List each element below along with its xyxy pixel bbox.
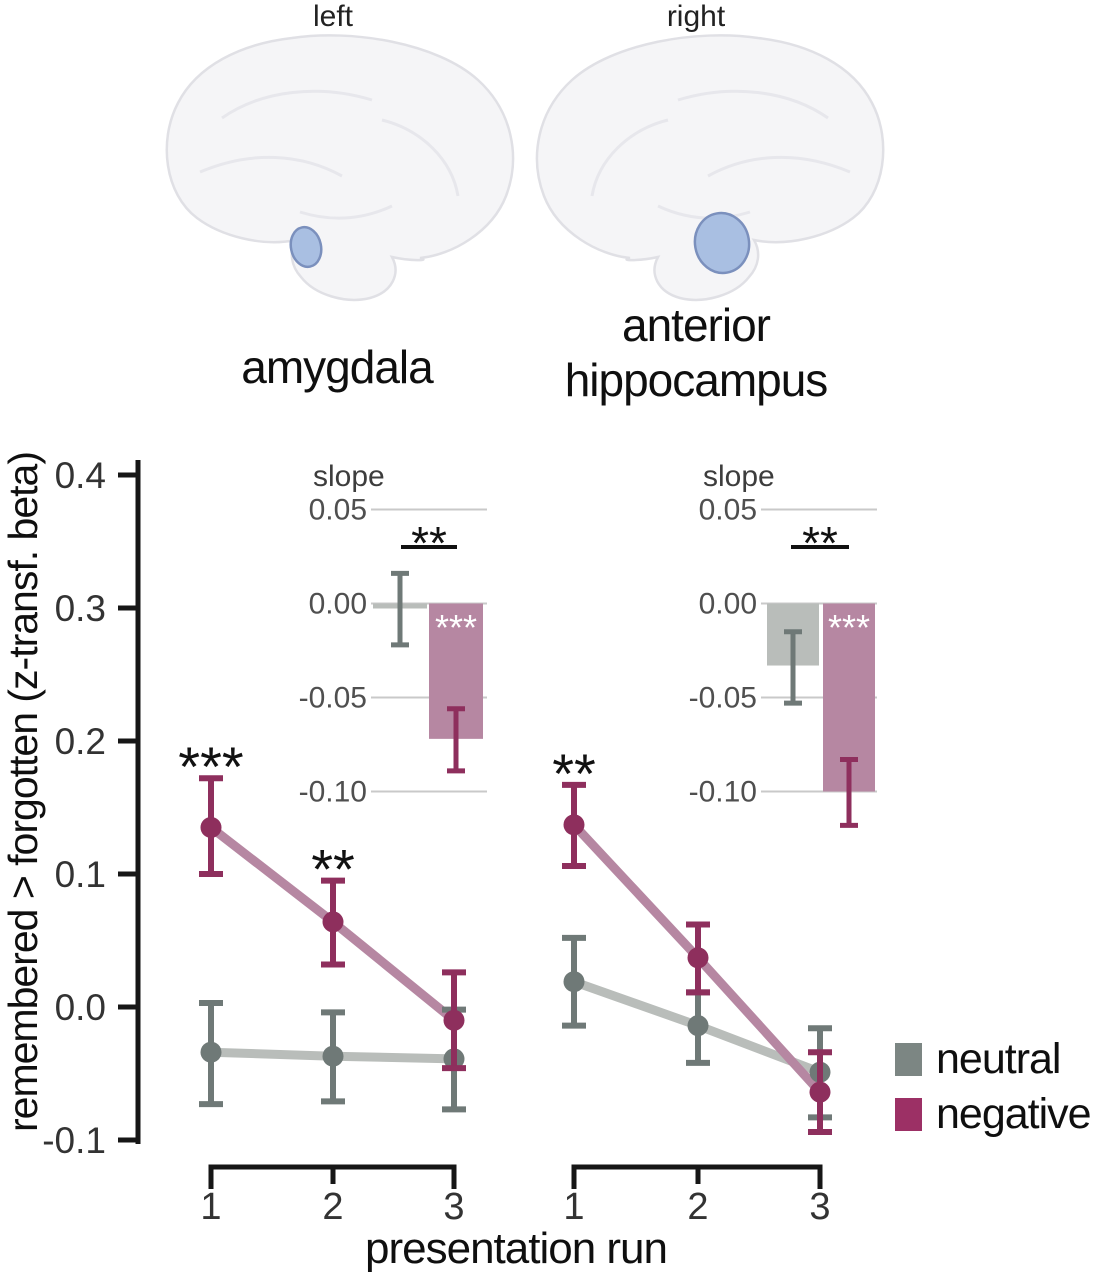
- marker-neutral: [322, 1045, 344, 1067]
- inset-title: slope: [703, 460, 775, 493]
- roi-amygdala: [289, 225, 323, 269]
- brain-label-right: right: [666, 0, 726, 33]
- legend-item-negative: negative: [895, 1090, 1092, 1138]
- plots-layer: 0.40.30.20.10.0-0.11 2 3*****1 2 3**slope0.0…: [42, 455, 877, 1228]
- marker-neutral: [687, 1015, 709, 1037]
- brain-left-illustration: [165, 34, 515, 302]
- inset-tick-label: -0.05: [689, 682, 757, 715]
- y-axis-tick-label: 0.0: [55, 987, 106, 1028]
- marker-negative: [200, 816, 222, 838]
- line-panel-amygdala: 1 2 3*****: [178, 735, 466, 1228]
- roi-anterior-hippocampus: [693, 211, 751, 275]
- significance-stars: **: [552, 742, 596, 805]
- inset-tick-label: 0.05: [309, 494, 367, 527]
- brain-illustrations: [165, 33, 885, 302]
- marker-neutral: [563, 971, 585, 993]
- y-axis-tick-label: 0.2: [55, 721, 106, 762]
- marker-negative: [443, 1009, 465, 1031]
- brain-outline: [165, 34, 515, 302]
- brain-label-left: left: [312, 0, 354, 33]
- x-axis-tick-label: 3: [443, 1186, 464, 1228]
- legend-item-neutral: neutral: [895, 1035, 1091, 1083]
- main-y-axis: 0.4 0.3 0.2 0.1 0.0 -0.1: [42, 455, 141, 1161]
- legend-swatch-neutral: [895, 1043, 922, 1076]
- inset-tick-label: 0.00: [309, 588, 367, 621]
- inset-significance-stars: **: [411, 517, 447, 569]
- x-axis-label: presentation run: [365, 1224, 668, 1273]
- y-axis-tick-label: -0.1: [42, 1120, 106, 1161]
- line-panel-anterior-hippocampus: 1 2 3 **: [552, 742, 832, 1228]
- bar-significance-stars: ***: [828, 607, 870, 648]
- legend-label-neutral: neutral: [936, 1035, 1061, 1083]
- marker-negative: [809, 1081, 831, 1103]
- marker-neutral: [200, 1041, 222, 1063]
- legend-label-negative: negative: [936, 1090, 1092, 1138]
- inset-tick-label: 0.05: [699, 494, 757, 527]
- marker-negative: [687, 947, 709, 969]
- panel-title-amygdala: amygdala: [241, 341, 433, 393]
- inset-significance-stars: **: [802, 517, 838, 569]
- legend: neutral negative: [895, 1035, 1092, 1153]
- x-axis-tick-label: 2: [687, 1186, 708, 1228]
- x-axis-tick-label: 2: [322, 1186, 343, 1228]
- panel-title-anterior-hippocampus: anterior hippocampus: [564, 299, 829, 406]
- brain-sulcus: [299, 204, 393, 220]
- brain-sulcus: [221, 89, 373, 120]
- x-axis-bracket: [208, 1164, 457, 1189]
- inset-tick-label: -0.05: [299, 682, 367, 715]
- x-axis-bracket: [571, 1164, 823, 1189]
- x-axis-tick-label: 1: [563, 1186, 584, 1228]
- inset-tick-label: -0.10: [299, 776, 367, 809]
- inset-tick-label: -0.10: [689, 776, 757, 809]
- significance-stars: **: [311, 838, 355, 901]
- x-axis-tick-label: 1: [200, 1186, 221, 1228]
- brain-sulcus: [381, 118, 460, 197]
- inset-tick-label: 0.00: [699, 588, 757, 621]
- bar-significance-stars: ***: [435, 607, 477, 648]
- marker-negative: [322, 911, 344, 933]
- y-axis-label: remembered > forgotten (z-transf. beta): [0, 452, 46, 1132]
- y-axis-tick-label: 0.4: [55, 455, 106, 496]
- y-axis-tick-label: 0.3: [55, 588, 106, 629]
- brain-sulcus: [199, 155, 343, 178]
- x-axis-tick-label: 3: [809, 1186, 830, 1228]
- y-axis-tick-label: 0.1: [55, 854, 106, 895]
- marker-negative: [563, 814, 585, 836]
- inset-title: slope: [313, 460, 385, 493]
- legend-swatch-negative: [895, 1098, 922, 1131]
- significance-stars: ***: [178, 735, 243, 798]
